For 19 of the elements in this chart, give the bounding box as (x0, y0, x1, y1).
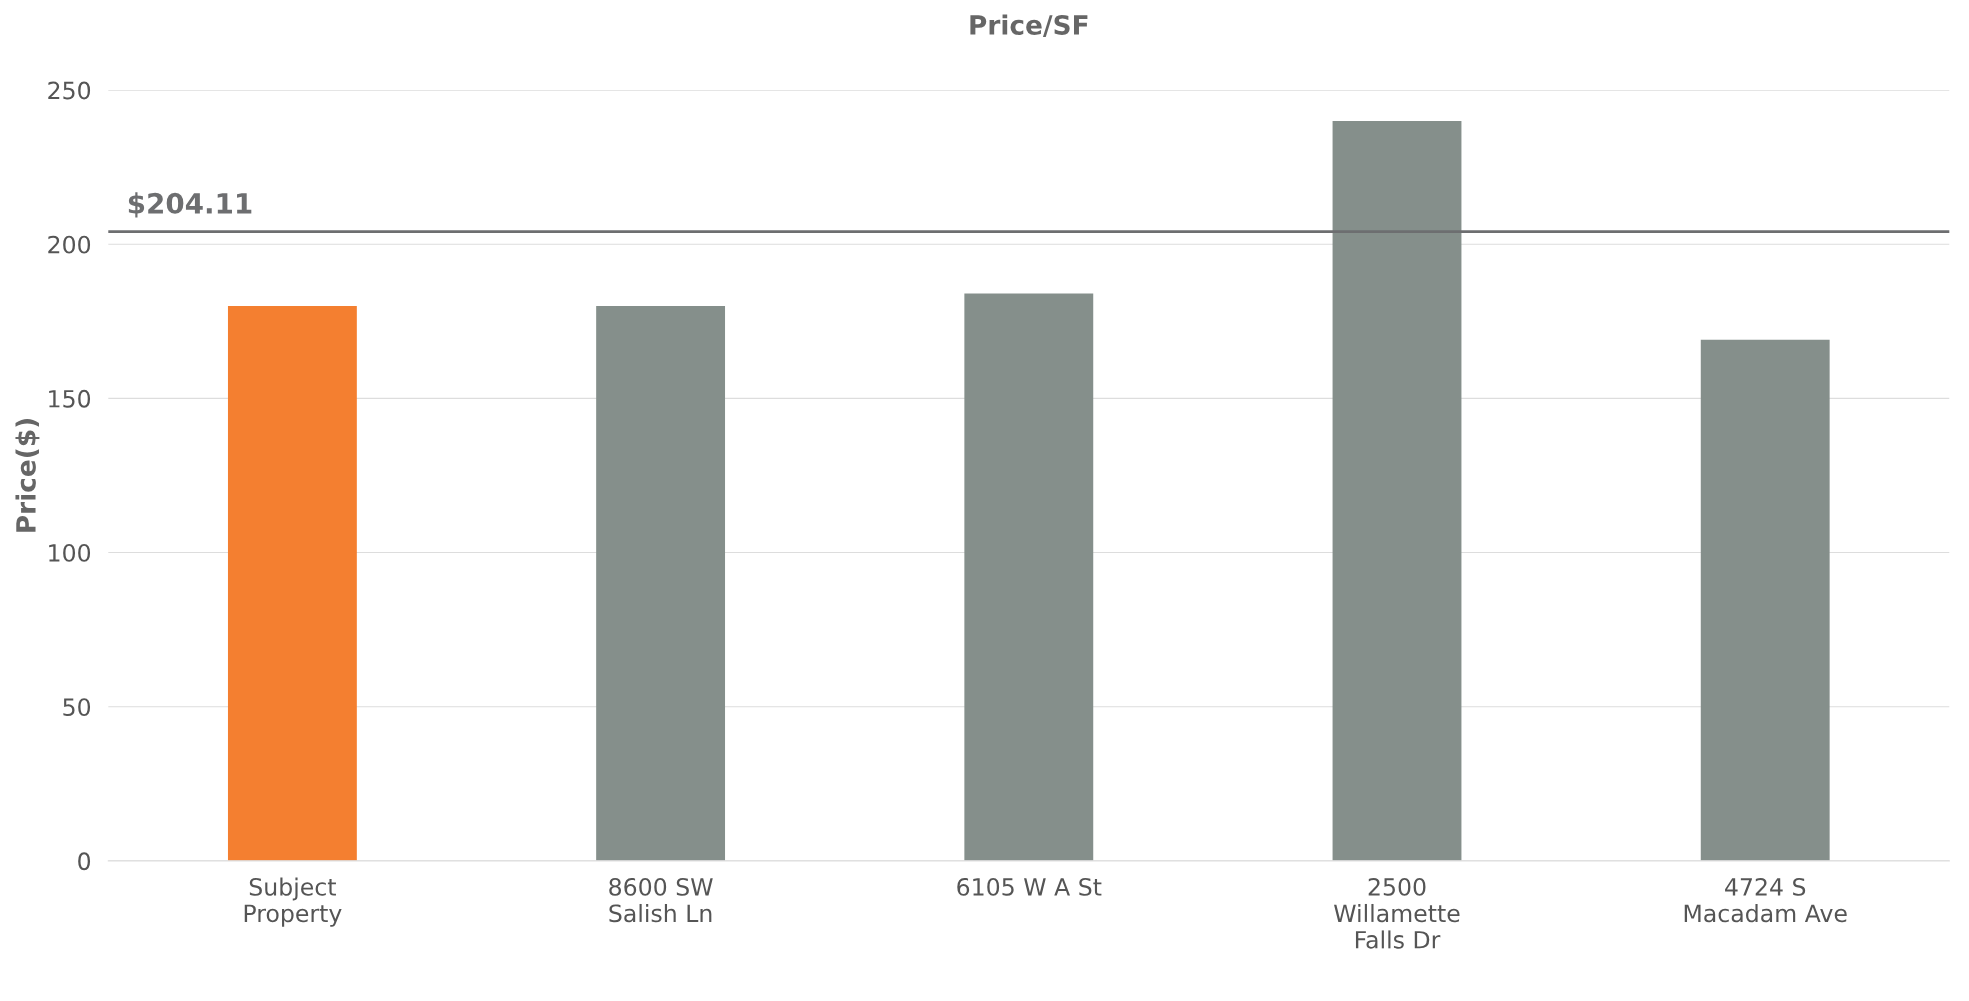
y-tick-label: 0 (78, 852, 91, 871)
y-tick-label: 200 (48, 235, 91, 254)
bar (1332, 120, 1462, 861)
bar (596, 305, 726, 861)
y-tick-label: 50 (63, 698, 91, 717)
chart-title: Price/SF (970, 14, 1088, 37)
x-tick-label: Subject Property (244, 877, 342, 927)
ref-line-label: $204.11 (128, 192, 252, 218)
bar (227, 305, 357, 861)
x-tick-label: 6105 W A St (957, 877, 1102, 896)
y-tick-label: 250 (48, 81, 91, 100)
x-tick-label: 4724 S Macadam Ave (1684, 877, 1847, 923)
bar (964, 293, 1094, 861)
y-tick-label: 100 (49, 544, 91, 562)
x-tick-label: 2500 Willamette Falls Dr (1334, 877, 1460, 949)
x-tick-label: 8600 SW Salish Ln (609, 877, 713, 923)
bar (1700, 339, 1830, 861)
y-tick-label: 150 (49, 389, 91, 408)
y-axis-title: Price($) (15, 419, 40, 532)
